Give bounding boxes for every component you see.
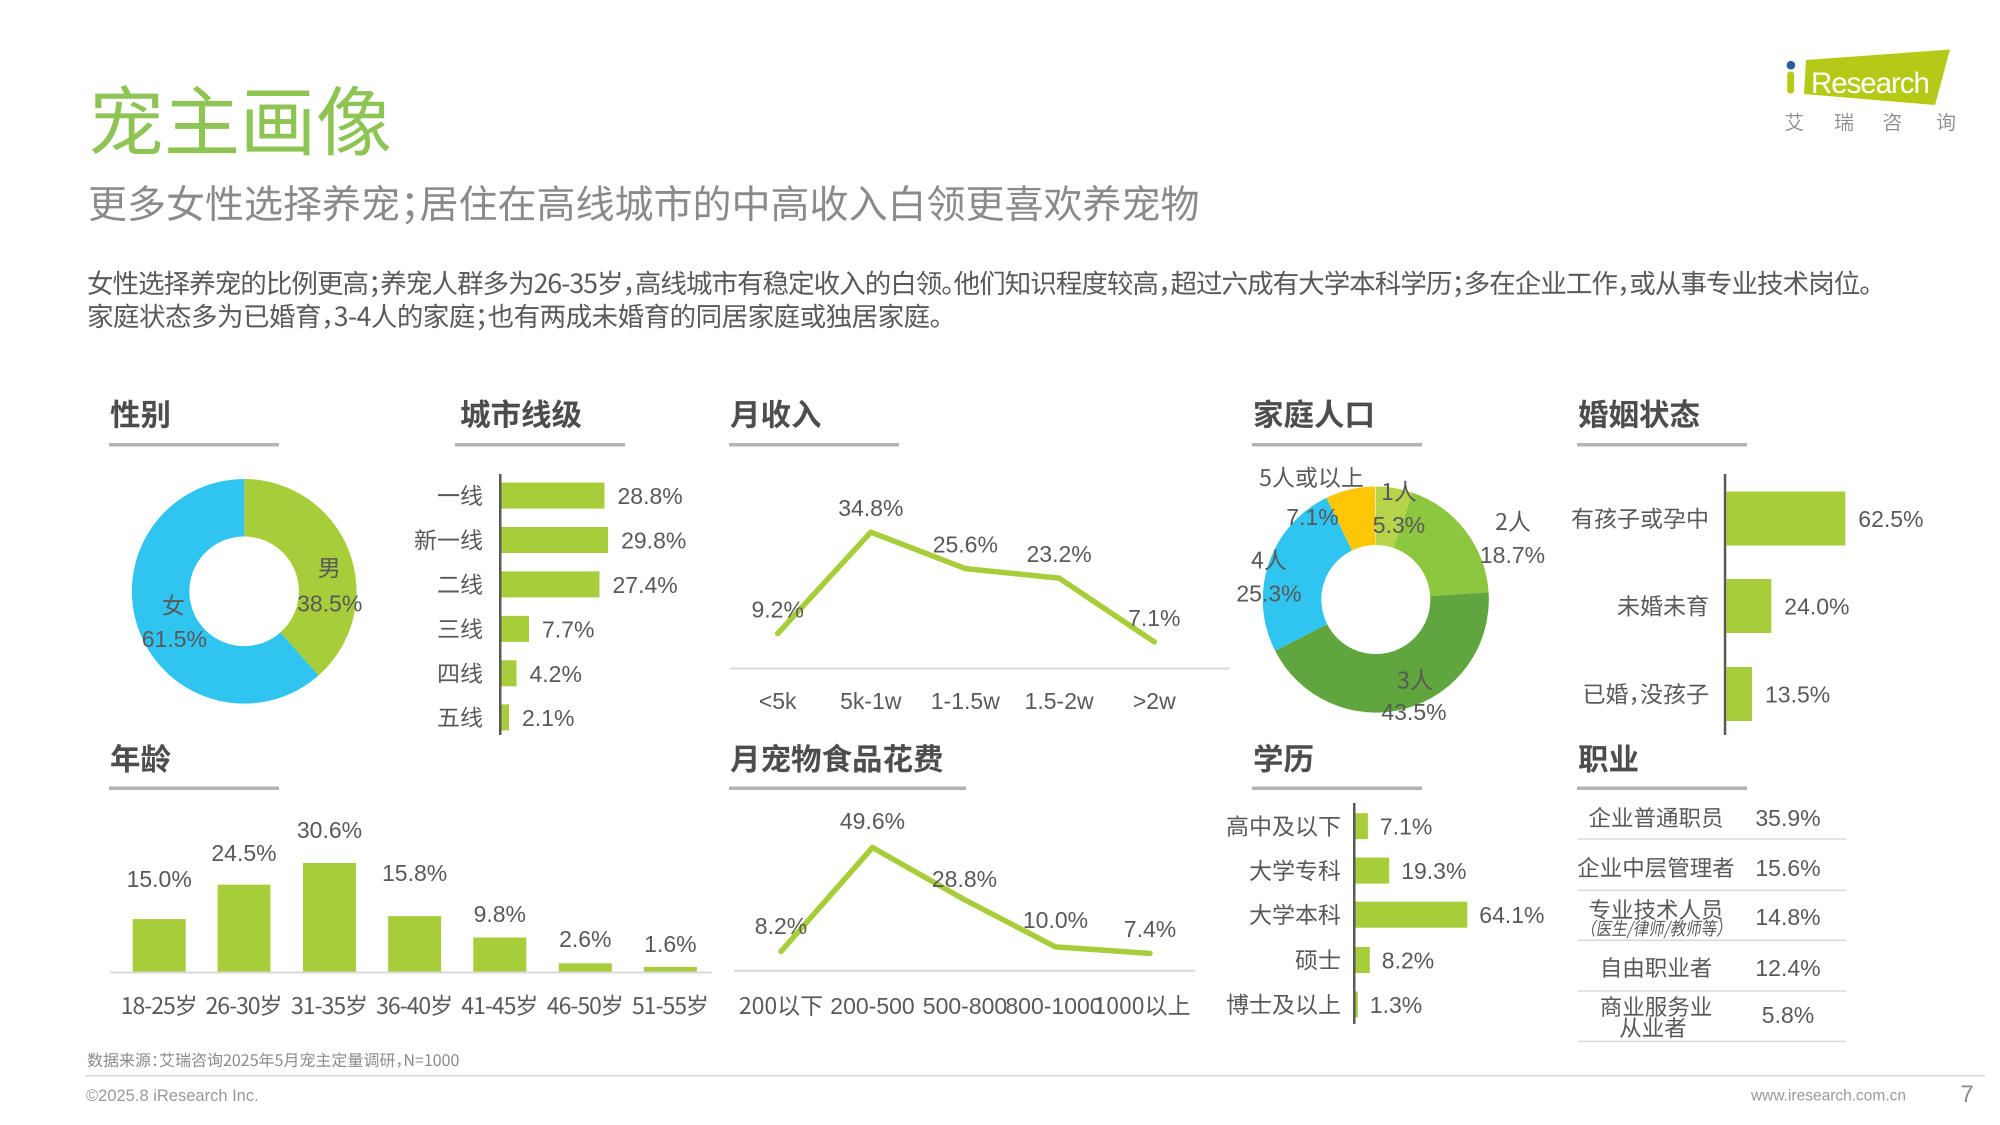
svg-text:14.8%: 14.8% <box>1755 904 1820 930</box>
svg-text:64.1%: 64.1% <box>1479 902 1544 928</box>
svg-text:200-500: 200-500 <box>830 993 914 1019</box>
svg-text:24.5%: 24.5% <box>211 840 276 866</box>
svg-text:4.2%: 4.2% <box>530 661 582 687</box>
svg-text:8.2%: 8.2% <box>755 913 807 939</box>
svg-text:13.5%: 13.5% <box>1765 682 1830 708</box>
svg-text:2.1%: 2.1% <box>522 705 574 731</box>
svg-text:28.8%: 28.8% <box>932 866 997 892</box>
svg-text:7.7%: 7.7% <box>542 616 594 642</box>
svg-text:7.4%: 7.4% <box>1124 916 1176 942</box>
svg-text:2.6%: 2.6% <box>559 926 611 952</box>
svg-text:1.5-2w: 1.5-2w <box>1025 688 1094 714</box>
svg-text:9.8%: 9.8% <box>474 901 526 927</box>
svg-text:www.iresearch.com.cn: www.iresearch.com.cn <box>1750 1088 1906 1105</box>
svg-text:12.4%: 12.4% <box>1755 955 1820 981</box>
svg-text:10.0%: 10.0% <box>1023 907 1088 933</box>
svg-text:49.6%: 49.6% <box>840 808 905 834</box>
svg-text:18.7%: 18.7% <box>1480 542 1545 568</box>
svg-text:62.5%: 62.5% <box>1858 506 1923 532</box>
svg-text:8.2%: 8.2% <box>1382 948 1434 974</box>
svg-text:15.8%: 15.8% <box>382 860 447 886</box>
svg-text:24.0%: 24.0% <box>1784 594 1849 620</box>
svg-text:35.9%: 35.9% <box>1755 805 1820 831</box>
svg-text:38.5%: 38.5% <box>297 591 362 617</box>
svg-text:Research: Research <box>1811 67 1929 100</box>
svg-text:©2025.8 iResearch Inc.: ©2025.8 iResearch Inc. <box>86 1087 259 1105</box>
svg-text:15.0%: 15.0% <box>127 866 192 892</box>
svg-text:29.8%: 29.8% <box>621 528 686 554</box>
svg-text:1-1.5w: 1-1.5w <box>931 688 1000 714</box>
svg-text:9.2%: 9.2% <box>751 597 803 623</box>
svg-text:7.1%: 7.1% <box>1286 504 1338 530</box>
svg-text:30.6%: 30.6% <box>297 817 362 843</box>
svg-text:25.3%: 25.3% <box>1236 581 1301 607</box>
svg-text:61.5%: 61.5% <box>142 626 207 652</box>
svg-text:500-800: 500-800 <box>923 993 1007 1019</box>
svg-text:23.2%: 23.2% <box>1026 541 1091 567</box>
svg-text:800-1000: 800-1000 <box>1005 993 1102 1019</box>
svg-text:34.8%: 34.8% <box>838 495 903 521</box>
svg-text:7: 7 <box>1960 1081 1973 1108</box>
svg-text:<5k: <5k <box>759 688 797 714</box>
svg-text:5.8%: 5.8% <box>1762 1002 1814 1028</box>
svg-text:43.5%: 43.5% <box>1381 699 1446 725</box>
svg-text:19.3%: 19.3% <box>1401 858 1466 884</box>
svg-text:7.1%: 7.1% <box>1128 605 1180 631</box>
svg-text:25.6%: 25.6% <box>933 532 998 558</box>
svg-text:1.6%: 1.6% <box>644 931 696 957</box>
svg-text:15.6%: 15.6% <box>1755 855 1820 881</box>
svg-text:7.1%: 7.1% <box>1380 814 1432 840</box>
svg-text:28.8%: 28.8% <box>618 483 683 509</box>
svg-text:>2w: >2w <box>1133 688 1176 714</box>
svg-text:27.4%: 27.4% <box>613 572 678 598</box>
svg-text:5k-1w: 5k-1w <box>840 688 902 714</box>
svg-text:1.3%: 1.3% <box>1370 992 1422 1018</box>
svg-text:5.3%: 5.3% <box>1373 512 1425 538</box>
